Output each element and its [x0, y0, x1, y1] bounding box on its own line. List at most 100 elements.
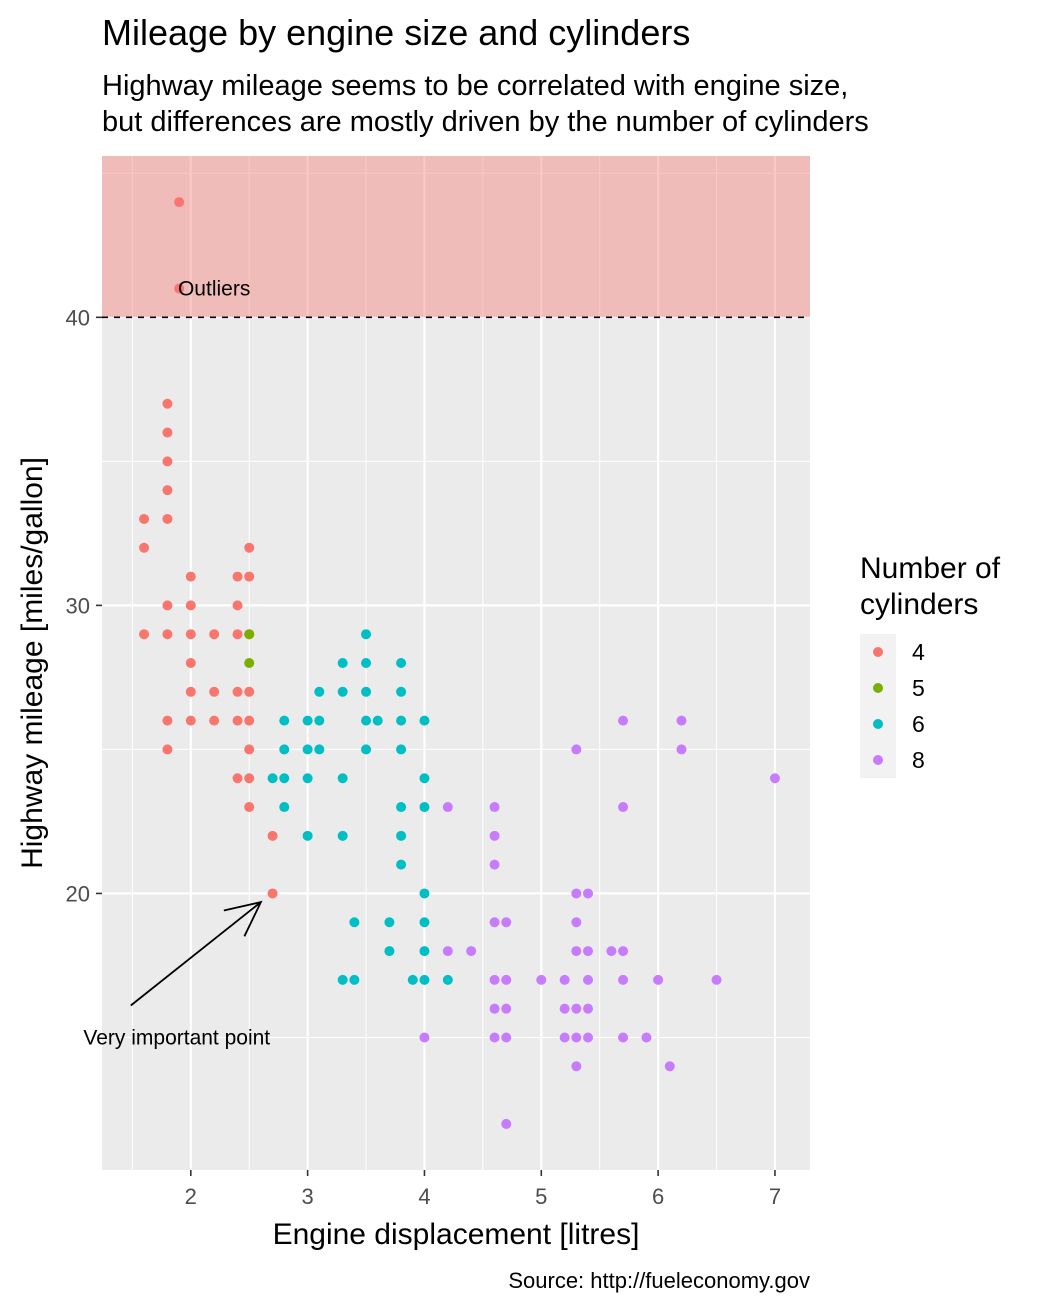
- annotation-label-2: Very important point: [83, 1026, 270, 1049]
- data-point-cyl-4: [162, 485, 173, 496]
- data-point-cyl-6: [279, 744, 290, 755]
- data-point-cyl-8: [571, 917, 582, 928]
- data-point-cyl-4: [139, 542, 150, 553]
- legend-label-8: 8: [912, 747, 925, 773]
- data-point-cyl-4: [162, 427, 173, 438]
- data-point-cyl-4: [185, 658, 196, 668]
- legend-title-line-1: Number of: [860, 552, 1001, 585]
- data-point-cyl-6: [361, 686, 372, 697]
- data-point-cyl-5: [244, 629, 255, 640]
- data-point-cyl-6: [396, 802, 407, 813]
- data-point-cyl-8: [583, 1032, 594, 1043]
- data-point-cyl-6: [396, 658, 407, 668]
- x-tick-label: 5: [535, 1184, 547, 1209]
- data-point-cyl-8: [489, 859, 500, 870]
- data-point-cyl-8: [711, 974, 722, 985]
- data-point-cyl-6: [337, 830, 348, 841]
- data-point-cyl-6: [361, 744, 372, 755]
- legend-key-point-6: [873, 719, 883, 729]
- data-point-cyl-8: [583, 974, 594, 985]
- chart-caption: Source: http://fueleconomy.gov: [508, 1268, 810, 1293]
- data-point-cyl-4: [162, 744, 173, 755]
- data-point-cyl-4: [232, 629, 243, 640]
- data-point-cyl-4: [162, 600, 173, 611]
- data-point-cyl-8: [489, 1032, 500, 1043]
- data-point-cyl-8: [501, 1118, 512, 1129]
- data-point-cyl-8: [583, 946, 594, 957]
- data-point-cyl-4: [162, 513, 173, 524]
- data-point-cyl-6: [349, 917, 360, 928]
- data-point-cyl-4: [232, 600, 243, 611]
- data-point-cyl-4: [232, 773, 243, 784]
- data-point-cyl-4: [185, 571, 196, 582]
- data-point-cyl-8: [618, 802, 629, 813]
- legend-title-line-2: cylinders: [860, 588, 978, 621]
- y-axis-title: Highway mileage [miles/gallon]: [16, 457, 49, 869]
- annotation-arrow-head: [223, 900, 263, 937]
- data-point-cyl-8: [571, 1003, 582, 1014]
- data-point-cyl-4: [267, 888, 278, 899]
- data-point-cyl-6: [349, 974, 360, 985]
- data-point-cyl-8: [536, 974, 547, 985]
- data-point-cyl-8: [571, 1032, 582, 1043]
- data-point-cyl-8: [676, 715, 687, 726]
- legend-label-5: 5: [912, 675, 925, 701]
- data-point-cyl-6: [419, 917, 430, 928]
- annotation-label-1: Outliers: [178, 278, 250, 301]
- highlight-band-layer: [102, 156, 810, 318]
- data-point-cyl-4: [185, 629, 196, 640]
- data-point-cyl-4: [232, 571, 243, 582]
- data-point-cyl-5: [244, 658, 255, 668]
- data-point-cyl-4: [267, 830, 278, 841]
- data-point-cyl-6: [361, 715, 372, 726]
- data-point-cyl-8: [489, 830, 500, 841]
- data-point-cyl-4: [244, 686, 255, 697]
- legend-label-4: 4: [912, 639, 925, 665]
- data-point-cyl-8: [419, 1032, 430, 1043]
- data-point-cyl-6: [314, 715, 325, 726]
- data-point-cyl-4: [244, 773, 255, 784]
- data-point-cyl-4: [162, 456, 173, 467]
- y-tick-label: 30: [66, 593, 90, 618]
- data-point-cyl-6: [419, 773, 430, 784]
- legend-key-point-8: [873, 755, 883, 765]
- data-point-cyl-6: [279, 802, 290, 813]
- data-point-cyl-8: [664, 1061, 675, 1072]
- legend-key-point-4: [873, 647, 883, 657]
- data-point-cyl-4: [185, 686, 196, 697]
- x-tick-label: 6: [652, 1184, 664, 1209]
- data-point-cyl-6: [337, 974, 348, 985]
- data-point-cyl-8: [606, 946, 617, 957]
- data-point-cyl-4: [209, 686, 220, 697]
- data-point-cyl-8: [501, 1032, 512, 1043]
- data-point-cyl-6: [419, 802, 430, 813]
- x-axis-title: Engine displacement [litres]: [273, 1218, 640, 1251]
- annotation-layer: Outliers Very important point: [83, 278, 270, 1050]
- data-point-cyl-8: [559, 1003, 570, 1014]
- data-point-cyl-8: [769, 773, 780, 784]
- plot-panel: [102, 156, 810, 1170]
- x-tick-label: 3: [301, 1184, 313, 1209]
- data-point-cyl-8: [489, 917, 500, 928]
- data-point-cyl-4: [232, 715, 243, 726]
- data-point-cyl-6: [384, 917, 395, 928]
- data-point-cyl-8: [559, 1032, 570, 1043]
- data-point-cyl-8: [501, 1003, 512, 1014]
- data-point-cyl-6: [419, 715, 430, 726]
- data-point-cyl-6: [337, 658, 348, 668]
- data-point-cyl-4: [209, 715, 220, 726]
- data-point-cyl-8: [489, 1003, 500, 1014]
- data-point-cyl-4: [185, 600, 196, 611]
- x-tick-label: 4: [418, 1184, 430, 1209]
- data-point-cyl-6: [314, 744, 325, 755]
- chart-subtitle-line-1: Highway mileage seems to be correlated w…: [102, 70, 848, 102]
- data-point-cyl-6: [267, 773, 278, 784]
- data-point-cyl-4: [139, 629, 150, 640]
- data-point-cyl-4: [244, 744, 255, 755]
- data-point-cyl-8: [501, 974, 512, 985]
- data-point-cyl-6: [396, 830, 407, 841]
- data-point-cyl-6: [419, 946, 430, 957]
- data-point-cyl-8: [571, 946, 582, 957]
- data-point-cyl-8: [571, 1061, 582, 1072]
